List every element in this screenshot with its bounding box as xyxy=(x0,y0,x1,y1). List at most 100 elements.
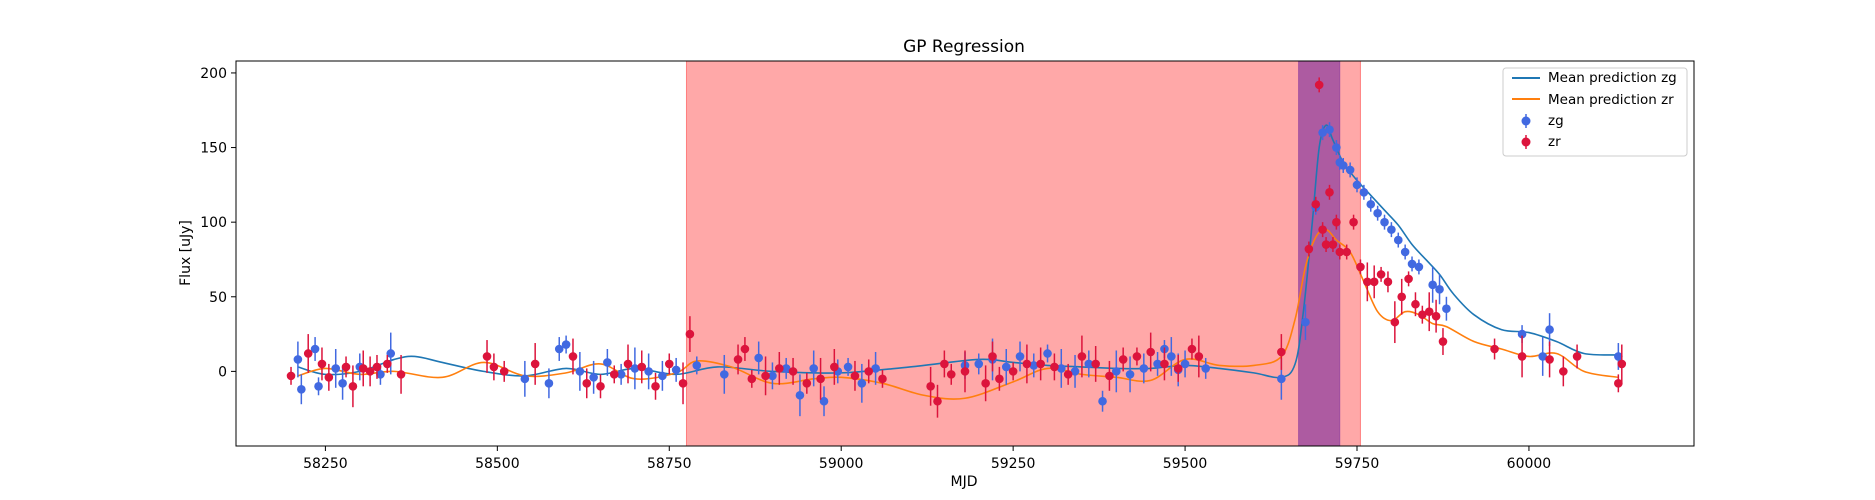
x-axis: 58250 58500 58750 59000 59250 59500 59750 60000 xyxy=(303,446,1551,472)
data-point-zg xyxy=(1029,353,1039,378)
data-point-zg xyxy=(1435,274,1444,305)
marker-zg xyxy=(1435,285,1444,294)
x-tick-label: 58750 xyxy=(647,456,692,472)
data-point-zr xyxy=(1438,328,1448,355)
marker-zg xyxy=(297,384,306,394)
marker-zr xyxy=(1077,352,1087,361)
data-point-zr xyxy=(1490,338,1499,360)
marker-zg xyxy=(1180,359,1190,369)
data-point-zg xyxy=(781,357,791,379)
data-point-zg xyxy=(1366,196,1376,212)
marker-zg xyxy=(644,367,653,376)
data-point-zg xyxy=(1387,222,1396,238)
data-point-zr xyxy=(596,374,605,399)
marker-zg xyxy=(819,396,829,406)
data-point-zr xyxy=(933,384,942,418)
marker-zg xyxy=(1373,208,1382,218)
data-point-zr xyxy=(286,366,296,385)
marker-zr xyxy=(1187,344,1197,354)
marker-zr xyxy=(1383,277,1393,287)
marker-zg xyxy=(1387,225,1396,234)
marker-zr xyxy=(1173,364,1183,373)
data-point-zg xyxy=(386,332,396,375)
data-point-zr xyxy=(1390,301,1400,344)
legend-box xyxy=(1502,67,1688,157)
shaded-regions xyxy=(685,61,1361,446)
marker-zg xyxy=(1029,361,1039,370)
data-point-zg xyxy=(1414,259,1424,275)
data-point-zr xyxy=(1311,196,1321,212)
data-point-zr xyxy=(816,357,825,400)
data-point-zr xyxy=(372,354,382,379)
marker-zr xyxy=(651,382,660,391)
legend-label-zr: zr xyxy=(1548,134,1561,150)
data-point-zr xyxy=(740,337,750,361)
marker-zr xyxy=(1349,217,1358,227)
marker-zr xyxy=(1614,379,1623,388)
marker-zr xyxy=(1342,247,1351,257)
marker-zr xyxy=(664,359,674,369)
marker-zg xyxy=(1359,188,1369,197)
marker-zr xyxy=(1363,277,1372,287)
data-point-zg xyxy=(1201,357,1211,379)
data-point-zg xyxy=(871,351,880,385)
data-point-zr xyxy=(317,347,327,381)
marker-zr xyxy=(341,362,351,372)
data-point-zg xyxy=(1407,256,1417,272)
legend-label-zg: zg xyxy=(1548,113,1564,129)
marker-zg xyxy=(376,370,385,379)
data-point-zg xyxy=(1180,350,1190,378)
data-point-zr xyxy=(499,360,509,382)
data-point-zr xyxy=(1277,334,1286,370)
data-point-zg xyxy=(1125,356,1135,393)
marker-zr xyxy=(1318,225,1327,234)
data-point-zr xyxy=(1091,346,1100,382)
marker-zr xyxy=(1404,274,1413,284)
x-tick-label: 59000 xyxy=(819,456,864,472)
marker-zr xyxy=(396,370,406,379)
marker-zr xyxy=(1325,188,1334,197)
marker-zg xyxy=(1393,235,1403,245)
marker-zr xyxy=(1376,270,1386,279)
data-point-zr xyxy=(830,349,839,385)
data-point-zr xyxy=(1194,335,1204,378)
marker-zr xyxy=(1431,311,1441,321)
data-point-zr xyxy=(1376,266,1386,282)
marker-zr xyxy=(933,396,942,406)
data-point-zg xyxy=(1400,244,1410,260)
data-point-zg xyxy=(692,356,702,375)
data-point-zg xyxy=(1545,313,1554,347)
data-point-zg xyxy=(974,353,984,375)
marker-zg xyxy=(1318,128,1327,137)
marker-zr xyxy=(317,359,327,369)
marker-zr xyxy=(1572,352,1582,361)
marker-zg xyxy=(1614,352,1623,361)
marker-zr xyxy=(850,371,860,381)
marker-zr xyxy=(609,370,619,379)
marker-zr xyxy=(995,374,1004,384)
marker-zr xyxy=(761,371,770,381)
data-point-zg xyxy=(658,360,667,391)
marker-zg xyxy=(589,373,598,382)
marker-zr xyxy=(816,374,825,384)
marker-zr xyxy=(1118,355,1128,364)
data-point-zr xyxy=(1404,271,1413,287)
data-point-zg xyxy=(719,354,729,394)
marker-zr xyxy=(568,352,578,361)
data-point-zr xyxy=(1063,363,1073,385)
data-point-zg xyxy=(1070,354,1080,388)
data-point-zg xyxy=(1167,337,1176,376)
marker-zr xyxy=(1617,359,1627,369)
data-point-zg xyxy=(1139,353,1149,384)
marker-zg xyxy=(1056,364,1066,373)
marker-zg xyxy=(1442,304,1451,314)
data-point-zg xyxy=(1359,184,1369,200)
data-point-zr xyxy=(530,343,540,385)
data-point-zr xyxy=(303,334,313,373)
data-point-zg xyxy=(520,360,530,397)
data-point-zr xyxy=(489,353,499,381)
data-point-zr xyxy=(1008,362,1018,381)
data-point-zr xyxy=(850,360,860,391)
data-point-zr xyxy=(1418,305,1427,324)
data-point-zr xyxy=(568,338,578,375)
